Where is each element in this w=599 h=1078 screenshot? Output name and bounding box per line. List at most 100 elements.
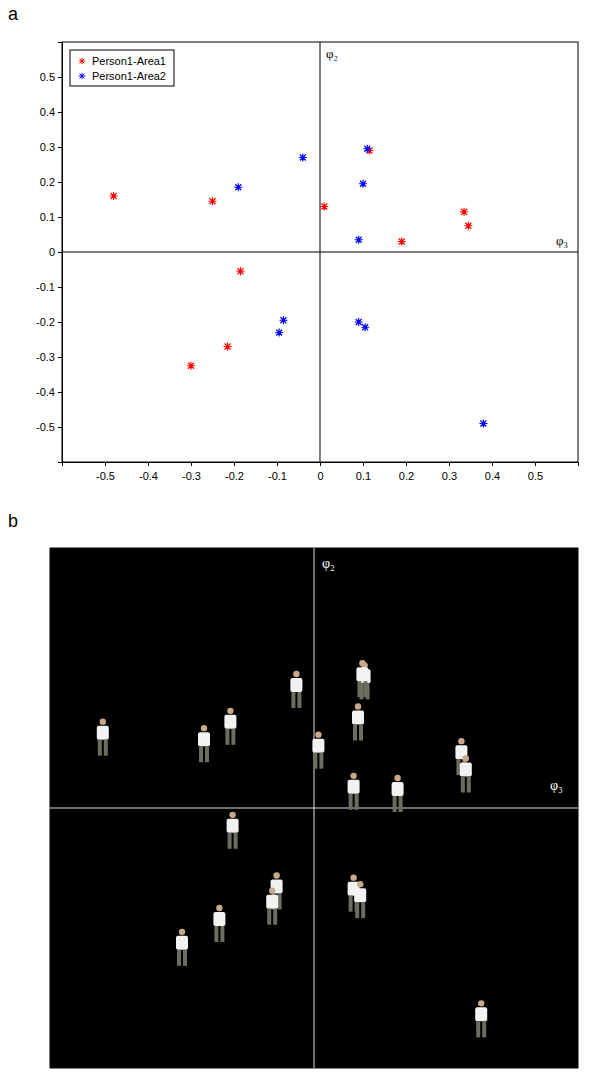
y-tick: -0.4: [36, 386, 62, 398]
leg: [104, 740, 108, 756]
shirt: [224, 715, 236, 729]
shirt: [460, 763, 472, 777]
x-tick-label: 0.1: [356, 470, 371, 482]
shirt: [312, 739, 324, 753]
leg: [476, 1021, 480, 1037]
head: [458, 738, 464, 744]
person: [356, 660, 368, 697]
point: [320, 203, 328, 211]
y-tick: 0.4: [40, 106, 62, 118]
head: [463, 755, 469, 761]
leg: [461, 777, 465, 793]
y-tick-label: -0.5: [36, 421, 55, 433]
x-tick-label: 0.3: [442, 470, 457, 482]
x-tick-mark: [492, 462, 493, 466]
x-tick-label: -0.5: [96, 470, 115, 482]
x-tick-label: 0.5: [528, 470, 543, 482]
head: [273, 872, 279, 878]
shirt: [290, 678, 302, 692]
leg: [349, 896, 353, 912]
legend: Person1-Area1Person1-Area2: [70, 50, 174, 86]
x-tick: 0: [317, 462, 323, 482]
person-images: [97, 660, 487, 1037]
x-tick: 0.2: [399, 462, 414, 482]
legend-box: [70, 50, 174, 86]
y-tick: 0.2: [40, 176, 62, 188]
point: [355, 318, 363, 326]
point: [460, 208, 468, 216]
point: [464, 222, 472, 230]
point: [110, 192, 118, 200]
y-tick-mark: [58, 357, 62, 358]
point: [236, 267, 244, 275]
y-tick-label: -0.3: [36, 351, 55, 363]
y-tick-mark: [58, 287, 62, 288]
head: [359, 660, 365, 666]
y-tick: 0.3: [40, 141, 62, 153]
person: [354, 881, 366, 918]
y-tick: 0.5: [40, 71, 62, 83]
x-tick-mark: [148, 462, 149, 466]
leg: [183, 950, 187, 966]
shirt: [176, 936, 188, 950]
x-tick: 0.4: [485, 462, 500, 482]
head: [355, 703, 361, 709]
phi3-label: φ₃: [556, 233, 568, 248]
leg: [399, 796, 403, 812]
panel-label: b: [8, 511, 18, 531]
person: [224, 708, 236, 745]
point: [187, 362, 195, 370]
shirt: [348, 780, 360, 794]
head: [227, 708, 233, 714]
y-tick: -0.5: [36, 421, 62, 433]
legend-marker: [79, 73, 85, 79]
person: [198, 725, 210, 762]
point: [275, 329, 283, 337]
point: [479, 420, 487, 428]
leg: [393, 796, 397, 812]
x-tick-mark: [406, 462, 407, 466]
y-tick-mark: [58, 77, 62, 78]
leg: [355, 794, 359, 810]
person: [266, 887, 278, 924]
head: [293, 671, 299, 677]
x-tick: -0.4: [139, 462, 158, 482]
legend-label: Person1-Area1: [92, 55, 166, 67]
y-tick: -0.3: [36, 351, 62, 363]
x-tick-mark: [277, 462, 278, 466]
x-tick: 0.1: [356, 462, 371, 482]
y-tick-label: 0: [49, 246, 55, 258]
phi3-label: φ₃: [550, 778, 563, 793]
y-tick: -0.2: [36, 316, 62, 328]
point: [361, 323, 369, 331]
x-tick-label: 0.4: [485, 470, 500, 482]
y-axis-line: [58, 43, 63, 463]
leg: [353, 725, 357, 741]
person: [213, 905, 225, 942]
leg: [177, 950, 181, 966]
y-tick-label: -0.1: [36, 281, 55, 293]
head: [201, 725, 207, 731]
y-tick-label: -0.2: [36, 316, 55, 328]
leg: [361, 902, 365, 918]
point: [209, 197, 217, 205]
head: [229, 812, 235, 818]
point: [234, 183, 242, 191]
point: [359, 180, 367, 188]
x-tick: -0.3: [182, 462, 201, 482]
phi3-line: [62, 252, 578, 253]
figure: a-0.5-0.4-0.3-0.2-0.100.10.20.30.40.5-0.…: [0, 0, 599, 1078]
series: [110, 147, 473, 370]
point: [398, 238, 406, 246]
leg: [482, 1021, 486, 1037]
y-tick-mark: [58, 427, 62, 428]
y-tick-mark: [58, 182, 62, 183]
x-axis: -0.5-0.4-0.3-0.2-0.100.10.20.30.40.5: [63, 462, 579, 482]
leg: [225, 729, 229, 745]
leg: [467, 777, 471, 793]
x-tick: 0.3: [442, 462, 457, 482]
y-tick-mark: [58, 392, 62, 393]
leg: [214, 926, 218, 942]
y-tick-label: 0.2: [40, 176, 55, 188]
person: [475, 1000, 487, 1037]
